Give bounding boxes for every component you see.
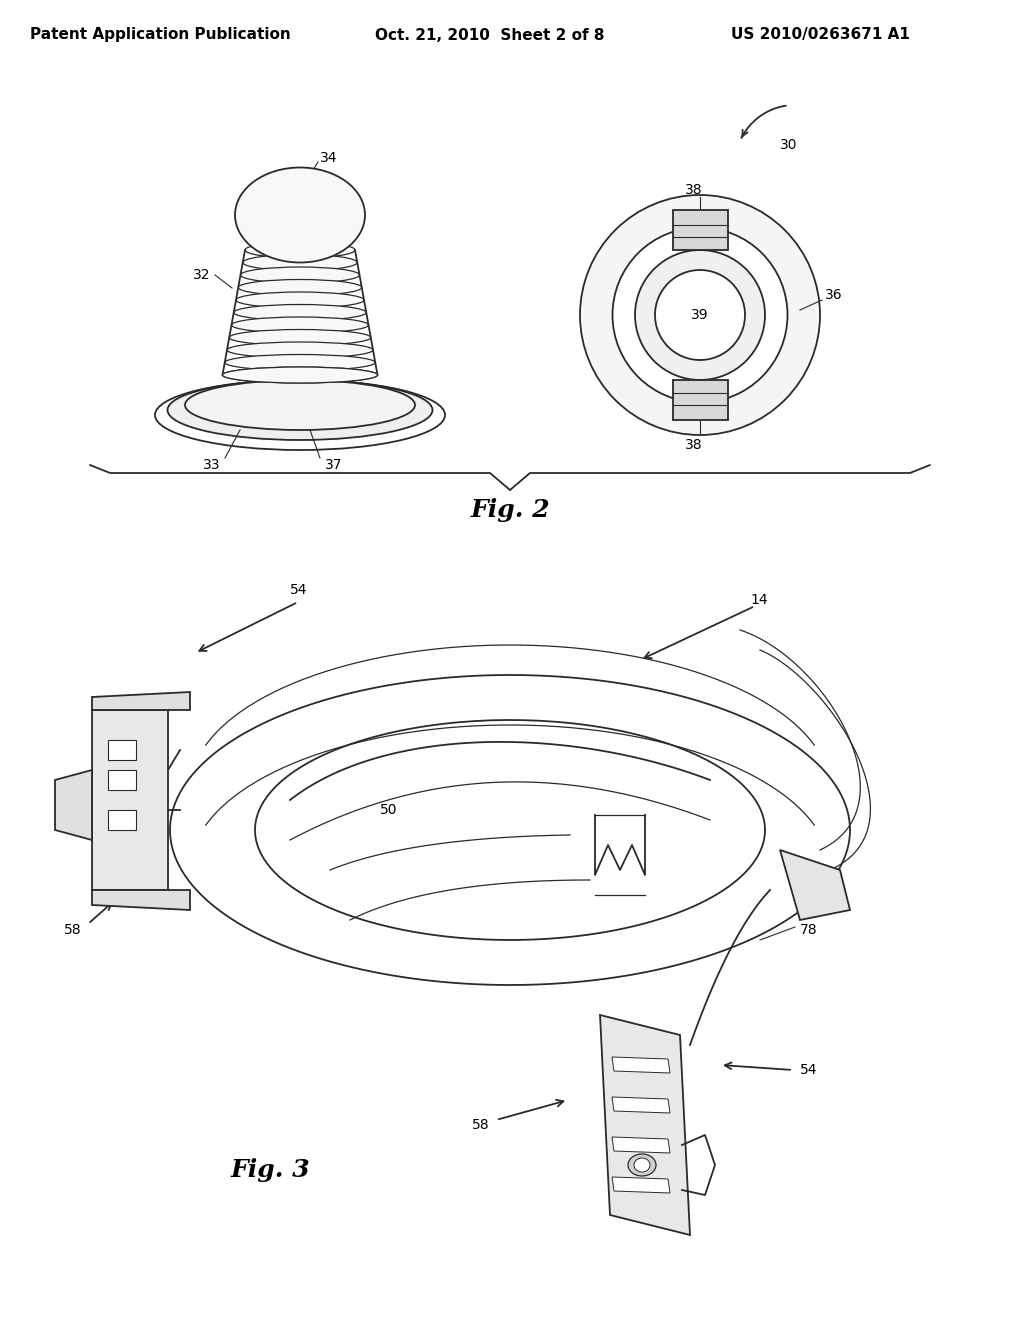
Text: Fig. 3: Fig. 3 (230, 1158, 310, 1181)
Polygon shape (600, 1015, 690, 1236)
FancyBboxPatch shape (108, 741, 136, 760)
Polygon shape (92, 710, 168, 890)
Text: 54: 54 (800, 1063, 817, 1077)
Ellipse shape (655, 271, 745, 360)
Polygon shape (55, 770, 92, 840)
Polygon shape (612, 1097, 670, 1113)
Ellipse shape (580, 195, 820, 436)
Ellipse shape (612, 227, 787, 403)
Text: 37: 37 (325, 458, 342, 473)
Text: 38: 38 (685, 438, 702, 451)
Text: Oct. 21, 2010  Sheet 2 of 8: Oct. 21, 2010 Sheet 2 of 8 (375, 28, 605, 42)
Ellipse shape (229, 330, 371, 346)
Text: 58: 58 (472, 1118, 490, 1133)
Ellipse shape (635, 249, 765, 380)
Text: 58: 58 (65, 923, 82, 937)
Text: 36: 36 (825, 288, 843, 302)
Text: Patent Application Publication: Patent Application Publication (30, 28, 291, 42)
FancyBboxPatch shape (108, 770, 136, 789)
Text: US 2010/0263671 A1: US 2010/0263671 A1 (730, 28, 909, 42)
Text: 54: 54 (290, 583, 307, 597)
Ellipse shape (185, 380, 415, 430)
Text: 38: 38 (685, 183, 702, 197)
Text: Fig. 2: Fig. 2 (470, 498, 550, 521)
Ellipse shape (245, 242, 355, 257)
Polygon shape (612, 1057, 670, 1073)
Polygon shape (92, 692, 190, 710)
FancyBboxPatch shape (673, 380, 727, 420)
Ellipse shape (227, 342, 373, 358)
Text: 78: 78 (800, 923, 817, 937)
Ellipse shape (239, 280, 361, 296)
Ellipse shape (222, 367, 378, 383)
Text: 30: 30 (780, 139, 798, 152)
Text: 14: 14 (750, 593, 768, 607)
Ellipse shape (231, 317, 369, 333)
Ellipse shape (234, 168, 365, 263)
Ellipse shape (241, 267, 359, 282)
Polygon shape (612, 1177, 670, 1193)
Ellipse shape (628, 1154, 656, 1176)
Ellipse shape (155, 380, 445, 450)
FancyBboxPatch shape (673, 210, 727, 249)
Text: 34: 34 (319, 150, 338, 165)
Ellipse shape (224, 355, 375, 371)
Polygon shape (92, 890, 190, 909)
Text: 50: 50 (380, 803, 397, 817)
Ellipse shape (634, 1158, 650, 1172)
Ellipse shape (236, 292, 364, 308)
Text: 32: 32 (193, 268, 210, 282)
Text: 39: 39 (691, 308, 709, 322)
Polygon shape (780, 850, 850, 920)
FancyBboxPatch shape (108, 810, 136, 830)
Polygon shape (612, 1137, 670, 1152)
Ellipse shape (168, 380, 432, 440)
Ellipse shape (233, 305, 367, 321)
Ellipse shape (243, 255, 357, 271)
Text: 33: 33 (203, 458, 220, 473)
Ellipse shape (222, 367, 378, 383)
